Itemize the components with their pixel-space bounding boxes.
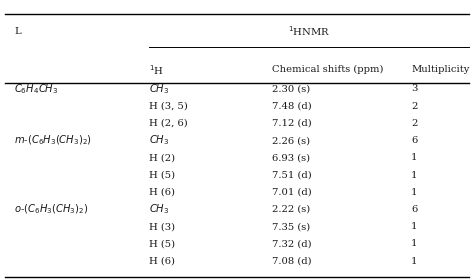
Text: 7.35 (s): 7.35 (s)	[272, 222, 310, 231]
Text: $CH_3$: $CH_3$	[149, 82, 169, 96]
Text: 7.51 (d): 7.51 (d)	[272, 170, 311, 180]
Text: L: L	[14, 27, 21, 36]
Text: $o$-$(C_6H_3(CH_3)_2)$: $o$-$(C_6H_3(CH_3)_2)$	[14, 203, 89, 216]
Text: 1: 1	[411, 222, 418, 231]
Text: 2.26 (s): 2.26 (s)	[272, 136, 310, 145]
Text: Multiplicity: Multiplicity	[411, 65, 470, 74]
Text: 7.01 (d): 7.01 (d)	[272, 188, 311, 197]
Text: 7.48 (d): 7.48 (d)	[272, 102, 311, 111]
Text: H (5): H (5)	[149, 170, 175, 180]
Text: H (5): H (5)	[149, 239, 175, 248]
Text: H (6): H (6)	[149, 257, 175, 266]
Text: 2.30 (s): 2.30 (s)	[272, 85, 310, 93]
Text: $CH_3$: $CH_3$	[149, 134, 169, 148]
Text: 6.93 (s): 6.93 (s)	[272, 153, 310, 162]
Text: 3: 3	[411, 85, 418, 93]
Text: H (2): H (2)	[149, 153, 175, 162]
Text: 1: 1	[411, 257, 418, 266]
Text: 7.32 (d): 7.32 (d)	[272, 239, 311, 248]
Text: $^{1}$H: $^{1}$H	[149, 63, 164, 77]
Text: 1: 1	[411, 188, 418, 197]
Text: 2: 2	[411, 119, 418, 128]
Text: 2.22 (s): 2.22 (s)	[272, 205, 310, 214]
Text: 7.12 (d): 7.12 (d)	[272, 119, 311, 128]
Text: 6: 6	[411, 205, 418, 214]
Text: 1: 1	[411, 239, 418, 248]
Text: Chemical shifts (ppm): Chemical shifts (ppm)	[272, 65, 383, 74]
Text: 1: 1	[411, 170, 418, 180]
Text: H (3): H (3)	[149, 222, 175, 231]
Text: $CH_3$: $CH_3$	[149, 203, 169, 217]
Text: H (6): H (6)	[149, 188, 175, 197]
Text: $^{1}$HNMR: $^{1}$HNMR	[288, 25, 330, 39]
Text: 6: 6	[411, 136, 418, 145]
Text: H (3, 5): H (3, 5)	[149, 102, 188, 111]
Text: 2: 2	[411, 102, 418, 111]
Text: H (2, 6): H (2, 6)	[149, 119, 188, 128]
Text: 7.08 (d): 7.08 (d)	[272, 257, 311, 266]
Text: 1: 1	[411, 153, 418, 162]
Text: $C_6H_4CH_3$: $C_6H_4CH_3$	[14, 82, 58, 96]
Text: $m$-$(C_6H_3(CH_3)_2)$: $m$-$(C_6H_3(CH_3)_2)$	[14, 134, 92, 147]
